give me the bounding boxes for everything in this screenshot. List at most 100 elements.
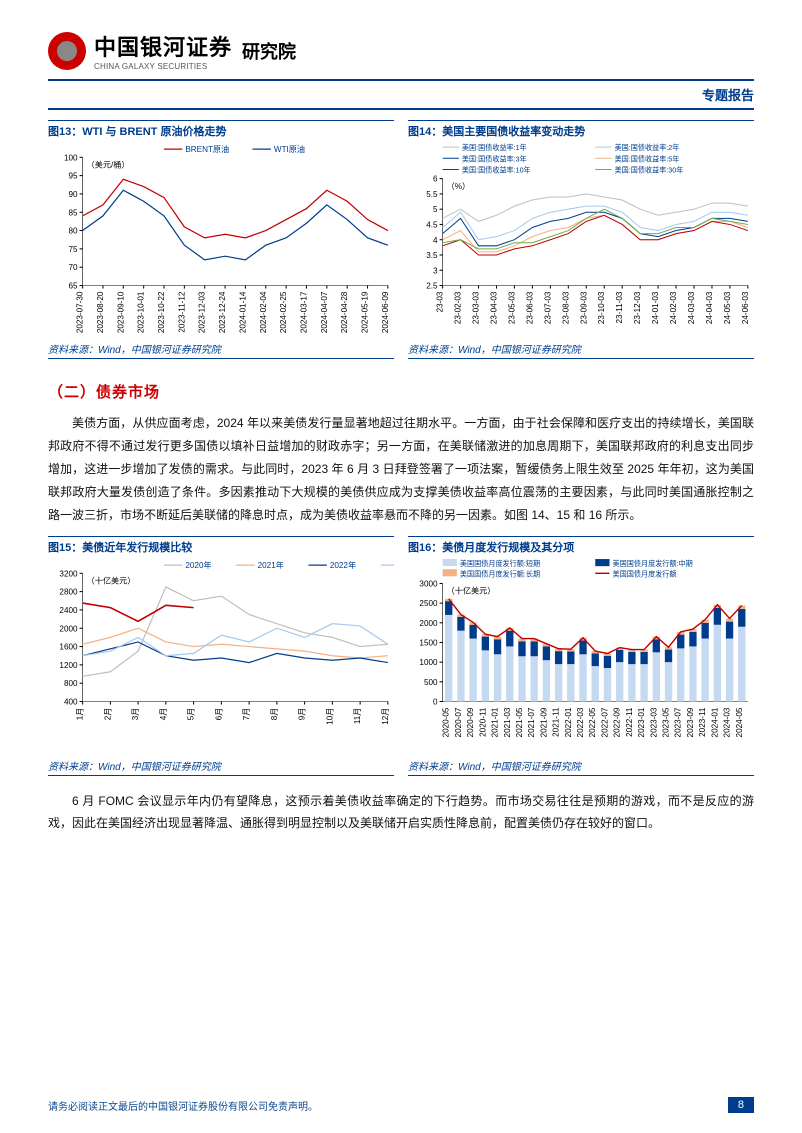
svg-text:3.5: 3.5 bbox=[426, 251, 438, 260]
svg-text:4月: 4月 bbox=[159, 708, 168, 721]
svg-text:2.5: 2.5 bbox=[426, 282, 438, 291]
fig16-title: 图16：美债月度发行规模及其分项 bbox=[408, 536, 754, 557]
svg-text:2023-07: 2023-07 bbox=[674, 707, 683, 737]
svg-text:23-11-03: 23-11-03 bbox=[615, 291, 624, 323]
fig14-chart: 美国:国债收益率:1年美国:国债收益率:2年美国:国债收益率:3年美国:国债收益… bbox=[408, 141, 754, 334]
svg-text:2023-11: 2023-11 bbox=[698, 707, 707, 737]
svg-text:2022-07: 2022-07 bbox=[600, 707, 609, 737]
svg-text:3月: 3月 bbox=[131, 708, 140, 721]
svg-text:2023-10-01: 2023-10-01 bbox=[137, 291, 146, 333]
svg-text:2020-09: 2020-09 bbox=[466, 707, 475, 737]
svg-text:85: 85 bbox=[68, 208, 78, 217]
svg-text:1600: 1600 bbox=[59, 643, 78, 652]
svg-text:2024-02-25: 2024-02-25 bbox=[279, 291, 288, 333]
svg-text:2022-03: 2022-03 bbox=[576, 707, 585, 737]
fig15-title: 图15：美债近年发行规模比较 bbox=[48, 536, 394, 557]
svg-text:6: 6 bbox=[433, 175, 438, 184]
svg-text:24-06-03: 24-06-03 bbox=[741, 291, 750, 324]
section-title: （二）债券市场 bbox=[48, 381, 754, 402]
svg-text:2023-11-12: 2023-11-12 bbox=[177, 291, 186, 332]
svg-text:2024-01-14: 2024-01-14 bbox=[238, 291, 247, 333]
svg-text:2021-05: 2021-05 bbox=[515, 707, 524, 737]
svg-text:2020-05: 2020-05 bbox=[442, 707, 451, 737]
fig14-source: 资料来源：Wind，中国银河证券研究院 bbox=[408, 339, 754, 359]
paragraph-1: 美债方面，从供应面考虑，2024 年以来美债发行量显著地超过往期水平。一方面，由… bbox=[48, 412, 754, 526]
company-logo bbox=[48, 32, 86, 70]
svg-text:5月: 5月 bbox=[187, 708, 196, 721]
svg-text:23-04-03: 23-04-03 bbox=[489, 291, 498, 324]
svg-text:2022-09: 2022-09 bbox=[613, 707, 622, 737]
svg-text:美国:国债收益率:30年: 美国:国债收益率:30年 bbox=[615, 166, 684, 175]
svg-text:2021-01: 2021-01 bbox=[491, 707, 500, 737]
svg-text:70: 70 bbox=[68, 263, 78, 272]
fig14-title: 图14：美国主要国债收益率变动走势 bbox=[408, 120, 754, 141]
svg-text:1500: 1500 bbox=[419, 639, 438, 648]
svg-text:2020-07: 2020-07 bbox=[454, 707, 463, 737]
fig15-chart: 2020年2021年2022年2023年2024年400800120016002… bbox=[48, 557, 394, 750]
svg-text:2022-01: 2022-01 bbox=[564, 707, 573, 737]
svg-text:24-03-03: 24-03-03 bbox=[687, 291, 696, 324]
svg-text:24-01-03: 24-01-03 bbox=[651, 291, 660, 324]
svg-text:4.5: 4.5 bbox=[426, 220, 438, 229]
svg-text:800: 800 bbox=[64, 680, 78, 689]
svg-text:0: 0 bbox=[433, 698, 438, 707]
svg-text:9月: 9月 bbox=[298, 708, 307, 721]
svg-text:1200: 1200 bbox=[59, 661, 78, 670]
company-name-en: CHINA GALAXY SECURITIES bbox=[94, 62, 232, 71]
svg-text:（十亿美元）: （十亿美元） bbox=[87, 576, 136, 586]
disclaimer: 请务必阅读正文最后的中国银河证券股份有限公司免责声明。 bbox=[48, 1098, 318, 1113]
svg-text:24-04-03: 24-04-03 bbox=[705, 291, 714, 324]
svg-text:3200: 3200 bbox=[59, 570, 78, 579]
svg-text:6月: 6月 bbox=[214, 708, 223, 721]
svg-text:100: 100 bbox=[64, 153, 78, 162]
svg-text:90: 90 bbox=[68, 190, 78, 199]
header: 中国银河证券 CHINA GALAXY SECURITIES 研究院 bbox=[48, 30, 754, 71]
svg-text:2021-07: 2021-07 bbox=[527, 707, 536, 737]
svg-text:4: 4 bbox=[433, 236, 438, 245]
svg-text:2023-10-22: 2023-10-22 bbox=[157, 291, 166, 333]
svg-text:2024-03: 2024-03 bbox=[723, 707, 732, 737]
svg-text:23-03-03: 23-03-03 bbox=[472, 291, 481, 324]
svg-text:2021-09: 2021-09 bbox=[539, 707, 548, 737]
svg-text:美国:国债收益率:5年: 美国:国债收益率:5年 bbox=[615, 154, 680, 163]
svg-text:美国国债月度发行额:长期: 美国国债月度发行额:长期 bbox=[460, 570, 540, 579]
report-type: 专题报告 bbox=[48, 79, 754, 110]
svg-text:23-12-03: 23-12-03 bbox=[633, 291, 642, 324]
fig16-source: 资料来源：Wind，中国银河证券研究院 bbox=[408, 756, 754, 776]
svg-text:5: 5 bbox=[433, 205, 438, 214]
svg-text:2500: 2500 bbox=[419, 600, 438, 609]
svg-text:2000: 2000 bbox=[59, 625, 78, 634]
svg-text:75: 75 bbox=[68, 245, 78, 254]
svg-text:2023-03: 2023-03 bbox=[649, 707, 658, 737]
svg-text:1月: 1月 bbox=[76, 708, 85, 721]
fig13-chart: BRENT原油WTI原油65707580859095100（美元/桶）2023-… bbox=[48, 141, 394, 334]
svg-text:（%）: （%） bbox=[447, 182, 470, 191]
svg-text:80: 80 bbox=[68, 227, 78, 236]
svg-text:2024-02-04: 2024-02-04 bbox=[259, 291, 268, 333]
fig16-chart: 美国国债月度发行额:短期美国国债月度发行额:中期美国国债月度发行额:长期美国国债… bbox=[408, 557, 754, 750]
svg-text:2024-03-17: 2024-03-17 bbox=[299, 291, 308, 333]
svg-text:23-08-03: 23-08-03 bbox=[561, 291, 570, 324]
svg-text:2024-01: 2024-01 bbox=[710, 707, 719, 737]
fig13-title: 图13：WTI 与 BRENT 原油价格走势 bbox=[48, 120, 394, 141]
svg-text:2020年: 2020年 bbox=[185, 561, 211, 571]
svg-text:2400: 2400 bbox=[59, 606, 78, 615]
svg-text:11月: 11月 bbox=[353, 708, 362, 725]
svg-text:2023-07-30: 2023-07-30 bbox=[76, 291, 85, 333]
svg-text:3: 3 bbox=[433, 266, 438, 275]
svg-text:5.5: 5.5 bbox=[426, 190, 438, 199]
svg-text:23-02-03: 23-02-03 bbox=[454, 291, 463, 324]
svg-text:2020-11: 2020-11 bbox=[478, 707, 487, 737]
svg-text:2月: 2月 bbox=[103, 708, 112, 721]
svg-text:美国国债月度发行额:中期: 美国国债月度发行额:中期 bbox=[613, 559, 693, 568]
institute: 研究院 bbox=[242, 38, 296, 64]
fig13-source: 资料来源：Wind，中国银河证券研究院 bbox=[48, 339, 394, 359]
svg-text:2022-11: 2022-11 bbox=[625, 707, 634, 737]
svg-text:500: 500 bbox=[424, 678, 438, 687]
svg-text:3000: 3000 bbox=[419, 580, 438, 589]
paragraph-2: 6 月 FOMC 会议显示年内仍有望降息，这预示着美债收益率确定的下行趋势。而市… bbox=[48, 790, 754, 836]
svg-text:美国:国债收益率:1年: 美国:国债收益率:1年 bbox=[462, 143, 527, 152]
svg-text:8月: 8月 bbox=[270, 708, 279, 721]
svg-text:23-06-03: 23-06-03 bbox=[525, 291, 534, 324]
svg-text:美国国债月度发行额:短期: 美国国债月度发行额:短期 bbox=[460, 559, 540, 568]
